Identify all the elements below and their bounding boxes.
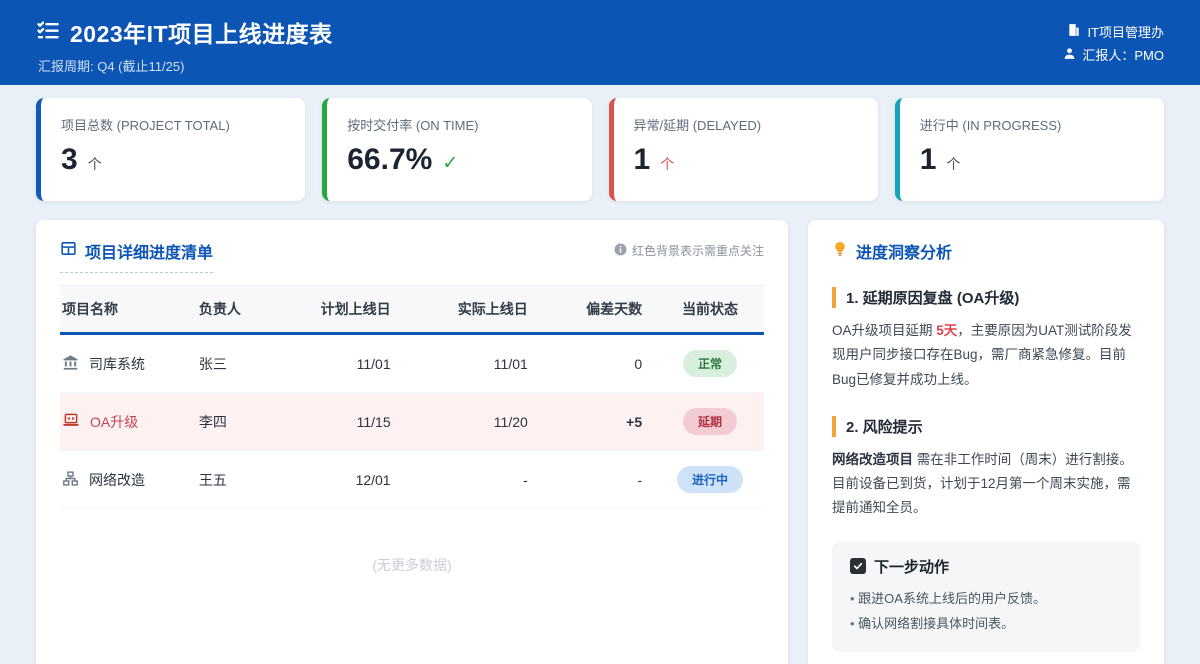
col-status: 当前状态 (656, 285, 764, 335)
kpi-value: 1 (919, 143, 937, 176)
org-label: IT项目管理办 (1087, 25, 1164, 40)
owner: 李四 (198, 392, 268, 451)
insight-section-text: OA升级项目延期 5天，主要原因为UAT测试阶段发现用户同步接口存在Bug，需厂… (832, 323, 1132, 387)
deviation: +5 (541, 392, 657, 451)
check-icon: ✓ (442, 153, 459, 174)
kpi-value: 3 (61, 143, 78, 176)
project-name-highlight: 网络改造项目 (832, 451, 913, 467)
kpi-suffix: 个 (87, 156, 102, 172)
content-row: 项目详细进度清单 红色背景表示需重点关注 项目名称 负责人 计划上线日 实际上线… (36, 220, 1164, 664)
building-icon (1067, 21, 1081, 44)
laptop-code-icon (62, 411, 80, 432)
kpi-value: 1 (633, 143, 651, 176)
plan-date: 12/01 (267, 450, 405, 509)
header-left: 2023年IT项目上线进度表 汇报周期: Q4 (截止11/25) (36, 15, 333, 75)
no-more-data-note: (无更多数据) (372, 557, 452, 573)
table-row: 网络改造 王五 12/01 - - 进行中 (60, 450, 764, 509)
kpi-label: 异常/延期 (DELAYED) (633, 118, 762, 133)
kpi-suffix: 个 (946, 156, 961, 172)
col-plan-date: 计划上线日 (267, 285, 405, 335)
actual-date: 11/20 (404, 392, 542, 451)
next-action-item: 确认网络割接具体时间表。 (850, 611, 1122, 636)
next-action-item: 跟进OA系统上线后的用户反馈。 (850, 586, 1122, 611)
bank-icon (62, 354, 79, 374)
app-header: 2023年IT项目上线进度表 汇报周期: Q4 (截止11/25) IT项目管理… (0, 0, 1200, 85)
report-period: 汇报周期: Q4 (截止11/25) (38, 59, 185, 74)
col-deviation: 偏差天数 (541, 285, 657, 335)
project-name: 网络改造 (89, 471, 145, 488)
next-actions-list: 跟进OA系统上线后的用户反馈。 确认网络割接具体时间表。 (850, 586, 1122, 637)
info-icon (614, 243, 627, 259)
reporter-label: 汇报人：PMO (1082, 48, 1164, 64)
kpi-card-delayed: 异常/延期 (DELAYED) 1 个 (608, 98, 878, 201)
kpi-label: 项目总数 (PROJECT TOTAL) (61, 118, 230, 133)
insight-title: 进度洞察分析 (832, 239, 1140, 263)
status-badge: 延期 (683, 408, 738, 435)
insight-section-heading: 2. 风险提示 (832, 415, 1140, 437)
table-icon (60, 240, 77, 262)
main-content: 项目总数 (PROJECT TOTAL) 3 个 按时交付率 (ON TIME)… (0, 98, 1200, 664)
project-name: 司库系统 (89, 355, 145, 372)
lightbulb-icon (832, 241, 848, 262)
next-actions-title: 下一步动作 (850, 556, 1122, 577)
table-header-row: 项目名称 负责人 计划上线日 实际上线日 偏差天数 当前状态 (60, 285, 764, 335)
plan-date: 11/01 (267, 333, 405, 393)
insight-panel: 进度洞察分析 1. 延期原因复盘 (OA升级) OA升级项目延期 5天，主要原因… (808, 220, 1164, 664)
actual-date: - (404, 450, 542, 509)
next-actions-box: 下一步动作 跟进OA系统上线后的用户反馈。 确认网络割接具体时间表。 (832, 540, 1140, 653)
delay-days-highlight: 5天 (936, 323, 958, 338)
checkbox-icon (850, 558, 866, 575)
kpi-label: 按时交付率 (ON TIME) (347, 118, 479, 133)
actual-date: 11/01 (404, 333, 542, 393)
table-row: OA升级 李四 11/15 11/20 +5 延期 (60, 392, 764, 451)
col-actual-date: 实际上线日 (404, 285, 542, 335)
kpi-value: 66.7% (347, 143, 433, 176)
col-project-name: 项目名称 (60, 285, 199, 335)
table-hint: 红色背景表示需重点关注 (614, 239, 764, 259)
user-icon (1063, 44, 1076, 67)
checklist-icon (36, 18, 60, 47)
header-right: IT项目管理办 汇报人：PMO (1063, 15, 1164, 68)
insight-section-text: 网络改造项目 需在非工作时间（周末）进行割接。目前设备已到货，计划于12月第一个… (832, 451, 1133, 516)
kpi-cards: 项目总数 (PROJECT TOTAL) 3 个 按时交付率 (ON TIME)… (36, 98, 1164, 201)
status-badge: 正常 (683, 350, 738, 377)
status-badge: 进行中 (677, 466, 744, 493)
deviation: 0 (541, 333, 657, 393)
project-table-panel: 项目详细进度清单 红色背景表示需重点关注 项目名称 负责人 计划上线日 实际上线… (36, 220, 788, 664)
kpi-card-inprogress: 进行中 (IN PROGRESS) 1 个 (894, 98, 1164, 201)
project-table: 项目名称 负责人 计划上线日 实际上线日 偏差天数 当前状态 (60, 285, 764, 509)
network-icon (62, 470, 79, 490)
project-name: OA升级 (90, 413, 139, 430)
owner: 张三 (198, 333, 268, 393)
owner: 王五 (198, 450, 268, 509)
kpi-suffix: 个 (660, 156, 675, 172)
kpi-card-ontime: 按时交付率 (ON TIME) 66.7% ✓ (322, 98, 592, 201)
col-owner: 负责人 (198, 285, 268, 335)
table-panel-title: 项目详细进度清单 (60, 239, 214, 273)
kpi-label: 进行中 (IN PROGRESS) (919, 118, 1062, 133)
deviation: - (541, 450, 657, 509)
page-title: 2023年IT项目上线进度表 (70, 21, 333, 47)
plan-date: 11/15 (267, 392, 405, 451)
insight-section-heading: 1. 延期原因复盘 (OA升级) (832, 287, 1140, 308)
table-row: 司库系统 张三 11/01 11/01 0 正常 (60, 333, 764, 393)
kpi-card-total: 项目总数 (PROJECT TOTAL) 3 个 (36, 98, 306, 201)
